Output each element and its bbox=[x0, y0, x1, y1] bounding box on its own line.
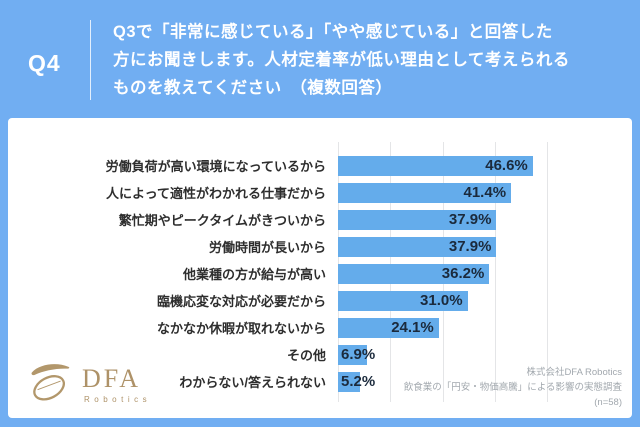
source-line-company: 株式会社DFA Robotics bbox=[526, 367, 622, 378]
bar-zone: 36.2% bbox=[338, 263, 632, 284]
gridline-50pct bbox=[547, 142, 548, 402]
value-label: 37.9% bbox=[448, 237, 492, 255]
value-label: 31.0% bbox=[420, 291, 463, 309]
category-label: 労働時間が長いから bbox=[208, 240, 326, 255]
dfa-robotics-logo: DFA Robotics bbox=[28, 360, 151, 406]
category-label: 労働負荷が高い環境になっているから bbox=[105, 159, 326, 174]
bar-row: 他業種の方が給与が高い 36.2% bbox=[8, 260, 632, 287]
bar-zone: 6.9% bbox=[338, 344, 632, 365]
dfa-swoosh-logo-icon bbox=[31, 364, 70, 401]
value-label: 5.2% bbox=[341, 372, 376, 390]
bar-row: 人によって適性がわかれる仕事だから 41.4% bbox=[8, 179, 632, 206]
bar-row: 臨機応変な対応が必要だから 31.0% bbox=[8, 287, 632, 314]
question-number: Q4 bbox=[28, 50, 61, 76]
source-line-n: (n=58) bbox=[594, 397, 622, 408]
bar bbox=[338, 317, 439, 338]
bar bbox=[338, 209, 497, 230]
logo-sub-text: Robotics bbox=[84, 395, 152, 404]
bar-chart: 労働負荷が高い環境になっているから 46.6% 人によって適性がわかれる仕事だから 4… bbox=[8, 152, 632, 395]
header-divider bbox=[90, 20, 91, 100]
bar-row: 繁忙期やピークタイムがきついから 37.9% bbox=[8, 206, 632, 233]
bar-zone: 37.9% bbox=[338, 209, 632, 230]
question-text: Q3で「非常に感じている」「やや感じている」と回答した 方にお聞きします。人材定… bbox=[113, 18, 613, 102]
question-line-1: Q3で「非常に感じている」「やや感じている」と回答した bbox=[113, 23, 553, 41]
bar bbox=[338, 371, 360, 392]
category-label: 臨機応変な対応が必要だから bbox=[156, 294, 326, 309]
bar bbox=[338, 263, 490, 284]
value-label: 37.9% bbox=[448, 210, 492, 228]
value-label: 24.1% bbox=[391, 318, 434, 336]
logo-brand-text: DFA bbox=[82, 364, 142, 393]
bar-zone: 37.9% bbox=[338, 236, 632, 257]
bar-zone: 41.4% bbox=[338, 182, 632, 203]
bar-zone: 24.1% bbox=[338, 317, 632, 338]
bar bbox=[338, 155, 533, 176]
value-label: 46.6% bbox=[485, 156, 528, 174]
value-label: 6.9% bbox=[341, 345, 376, 363]
category-label: 他業種の方が給与が高い bbox=[182, 267, 326, 282]
category-label: なかなか休暇が取れないから bbox=[156, 321, 326, 336]
value-label: 41.4% bbox=[463, 183, 507, 201]
category-label: 人によって適性がわかれる仕事だから bbox=[106, 186, 326, 201]
bar-row: わからない/答えられない 5.2% bbox=[8, 368, 632, 395]
bar bbox=[338, 290, 468, 311]
logo-wordmark: DFA Robotics bbox=[82, 360, 152, 405]
source-line-survey: 飲食業の「円安・物価高騰」による影響の実態調査 bbox=[403, 382, 622, 393]
question-header: Q4 Q3で「非常に感じている」「やや感じている」と回答した 方にお聞きします。… bbox=[0, 0, 640, 118]
bar-row: なかなか休暇が取れないから 24.1% bbox=[8, 314, 632, 341]
gridline-37.5pct bbox=[494, 142, 496, 402]
bar-row: その他 6.9% bbox=[8, 341, 632, 368]
bar-zone: 5.2% bbox=[338, 371, 632, 392]
category-label: その他 bbox=[286, 348, 326, 363]
bar bbox=[338, 344, 367, 365]
question-line-3: ものを教えてください （複数回答） bbox=[113, 79, 393, 97]
bar bbox=[338, 182, 512, 203]
bar-zone: 31.0% bbox=[338, 290, 632, 311]
category-label: わからない/答えられない bbox=[179, 375, 326, 390]
source-note: 株式会社DFA Robotics 飲食業の「円安・物価高騰」による影響の実態調査… bbox=[404, 365, 622, 410]
category-label: 繁忙期やピークタイムがきついから bbox=[118, 213, 326, 228]
bar-row: 労働負荷が高い環境になっているから 46.6% bbox=[8, 152, 632, 179]
bar-zone: 46.6% bbox=[338, 155, 632, 176]
value-label: 36.2% bbox=[441, 264, 485, 282]
chart-card: 労働負荷が高い環境になっているから 46.6% 人によって適性がわかれる仕事だから 4… bbox=[8, 118, 632, 418]
bar bbox=[338, 236, 497, 257]
bar-row: 労働時間が長いから 37.9% bbox=[8, 233, 632, 260]
question-line-2: 方にお聞きします。人材定着率が低い理由として考えられる bbox=[113, 51, 570, 69]
